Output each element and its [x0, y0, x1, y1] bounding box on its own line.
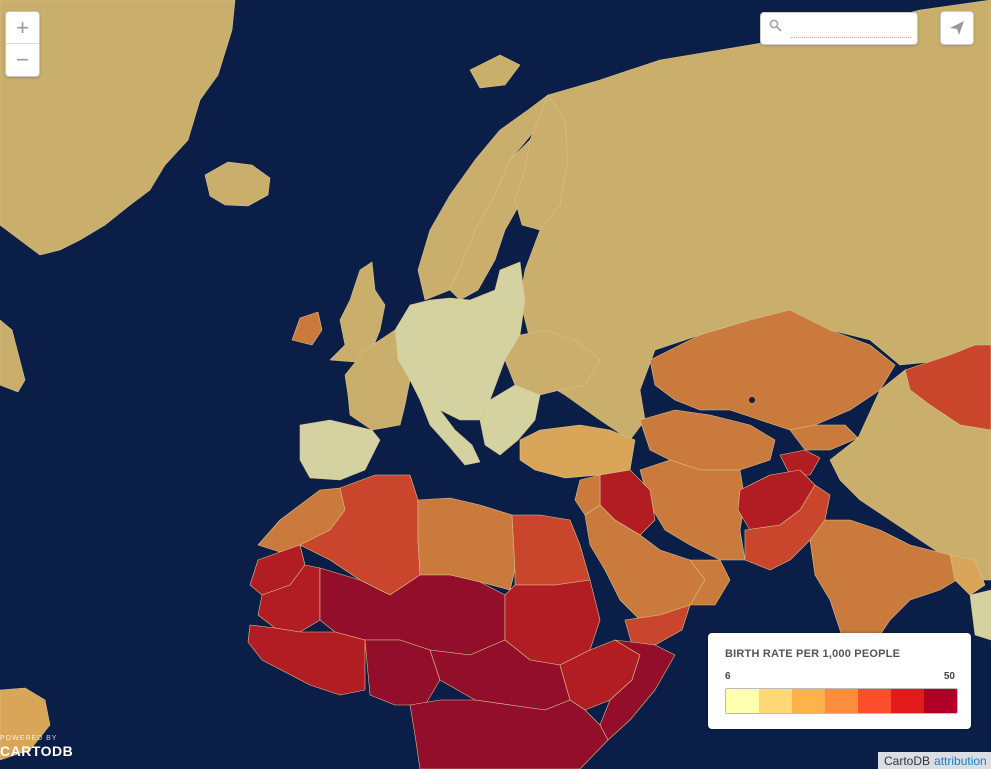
country-pakistan[interactable]	[744, 484, 831, 571]
legend-swatch-4	[825, 689, 858, 713]
logo-text: CARTODB	[0, 743, 74, 759]
island-svalbard[interactable]	[469, 54, 521, 89]
land-canada[interactable]	[0, 319, 26, 393]
country-uzbek-turkmen[interactable]	[639, 409, 776, 471]
zoom-out-button[interactable]: −	[16, 46, 29, 72]
attribution-provider: CartoDB	[884, 753, 931, 768]
country-kazakhstan[interactable]	[649, 309, 896, 431]
map-point[interactable]	[749, 397, 755, 403]
legend: BIRTH RATE PER 1,000 PEOPLE 6 50	[708, 633, 971, 729]
country-nigeria[interactable]	[364, 639, 441, 706]
legend-swatch-5	[858, 689, 891, 713]
country-oman[interactable]	[689, 559, 731, 606]
country-india[interactable]	[809, 519, 966, 661]
country-italy[interactable]	[419, 399, 481, 466]
country-dr-congo[interactable]	[409, 699, 609, 769]
country-france[interactable]	[344, 329, 411, 431]
country-west-africa[interactable]	[247, 624, 366, 696]
zoom-control: + −	[5, 11, 40, 77]
legend-min: 6	[725, 671, 731, 682]
country-nepal-bangladesh[interactable]	[949, 554, 986, 596]
country-turkey[interactable]	[519, 424, 636, 479]
legend-swatch-6	[891, 689, 924, 713]
country-spain[interactable]	[299, 419, 381, 481]
search-input[interactable]	[791, 19, 911, 38]
country-ireland[interactable]	[291, 311, 323, 346]
legend-swatch-2	[759, 689, 792, 713]
attribution: CartoDB attribution	[878, 752, 991, 769]
attribution-link[interactable]: attribution	[934, 753, 987, 768]
country-iran[interactable]	[639, 459, 746, 561]
country-greenland[interactable]	[0, 0, 236, 256]
legend-swatch-1	[726, 689, 759, 713]
logo-powered-by: POWERED BY	[0, 735, 58, 742]
zoom-in-button[interactable]: +	[6, 12, 39, 44]
country-balkans[interactable]	[479, 384, 541, 456]
country-iceland[interactable]	[204, 161, 271, 207]
send-icon	[950, 21, 964, 35]
legend-max: 50	[943, 671, 955, 682]
legend-color-ramp	[725, 688, 958, 714]
share-button[interactable]	[940, 11, 974, 45]
search-box	[760, 12, 918, 45]
search-icon	[769, 19, 782, 35]
land-south-america[interactable]	[0, 687, 51, 761]
cartodb-logo[interactable]: POWERED BY CARTODB	[0, 735, 73, 759]
legend-swatch-7	[924, 689, 957, 713]
country-myanmar[interactable]	[969, 589, 991, 641]
legend-swatch-3	[792, 689, 825, 713]
legend-title: BIRTH RATE PER 1,000 PEOPLE	[725, 648, 901, 660]
